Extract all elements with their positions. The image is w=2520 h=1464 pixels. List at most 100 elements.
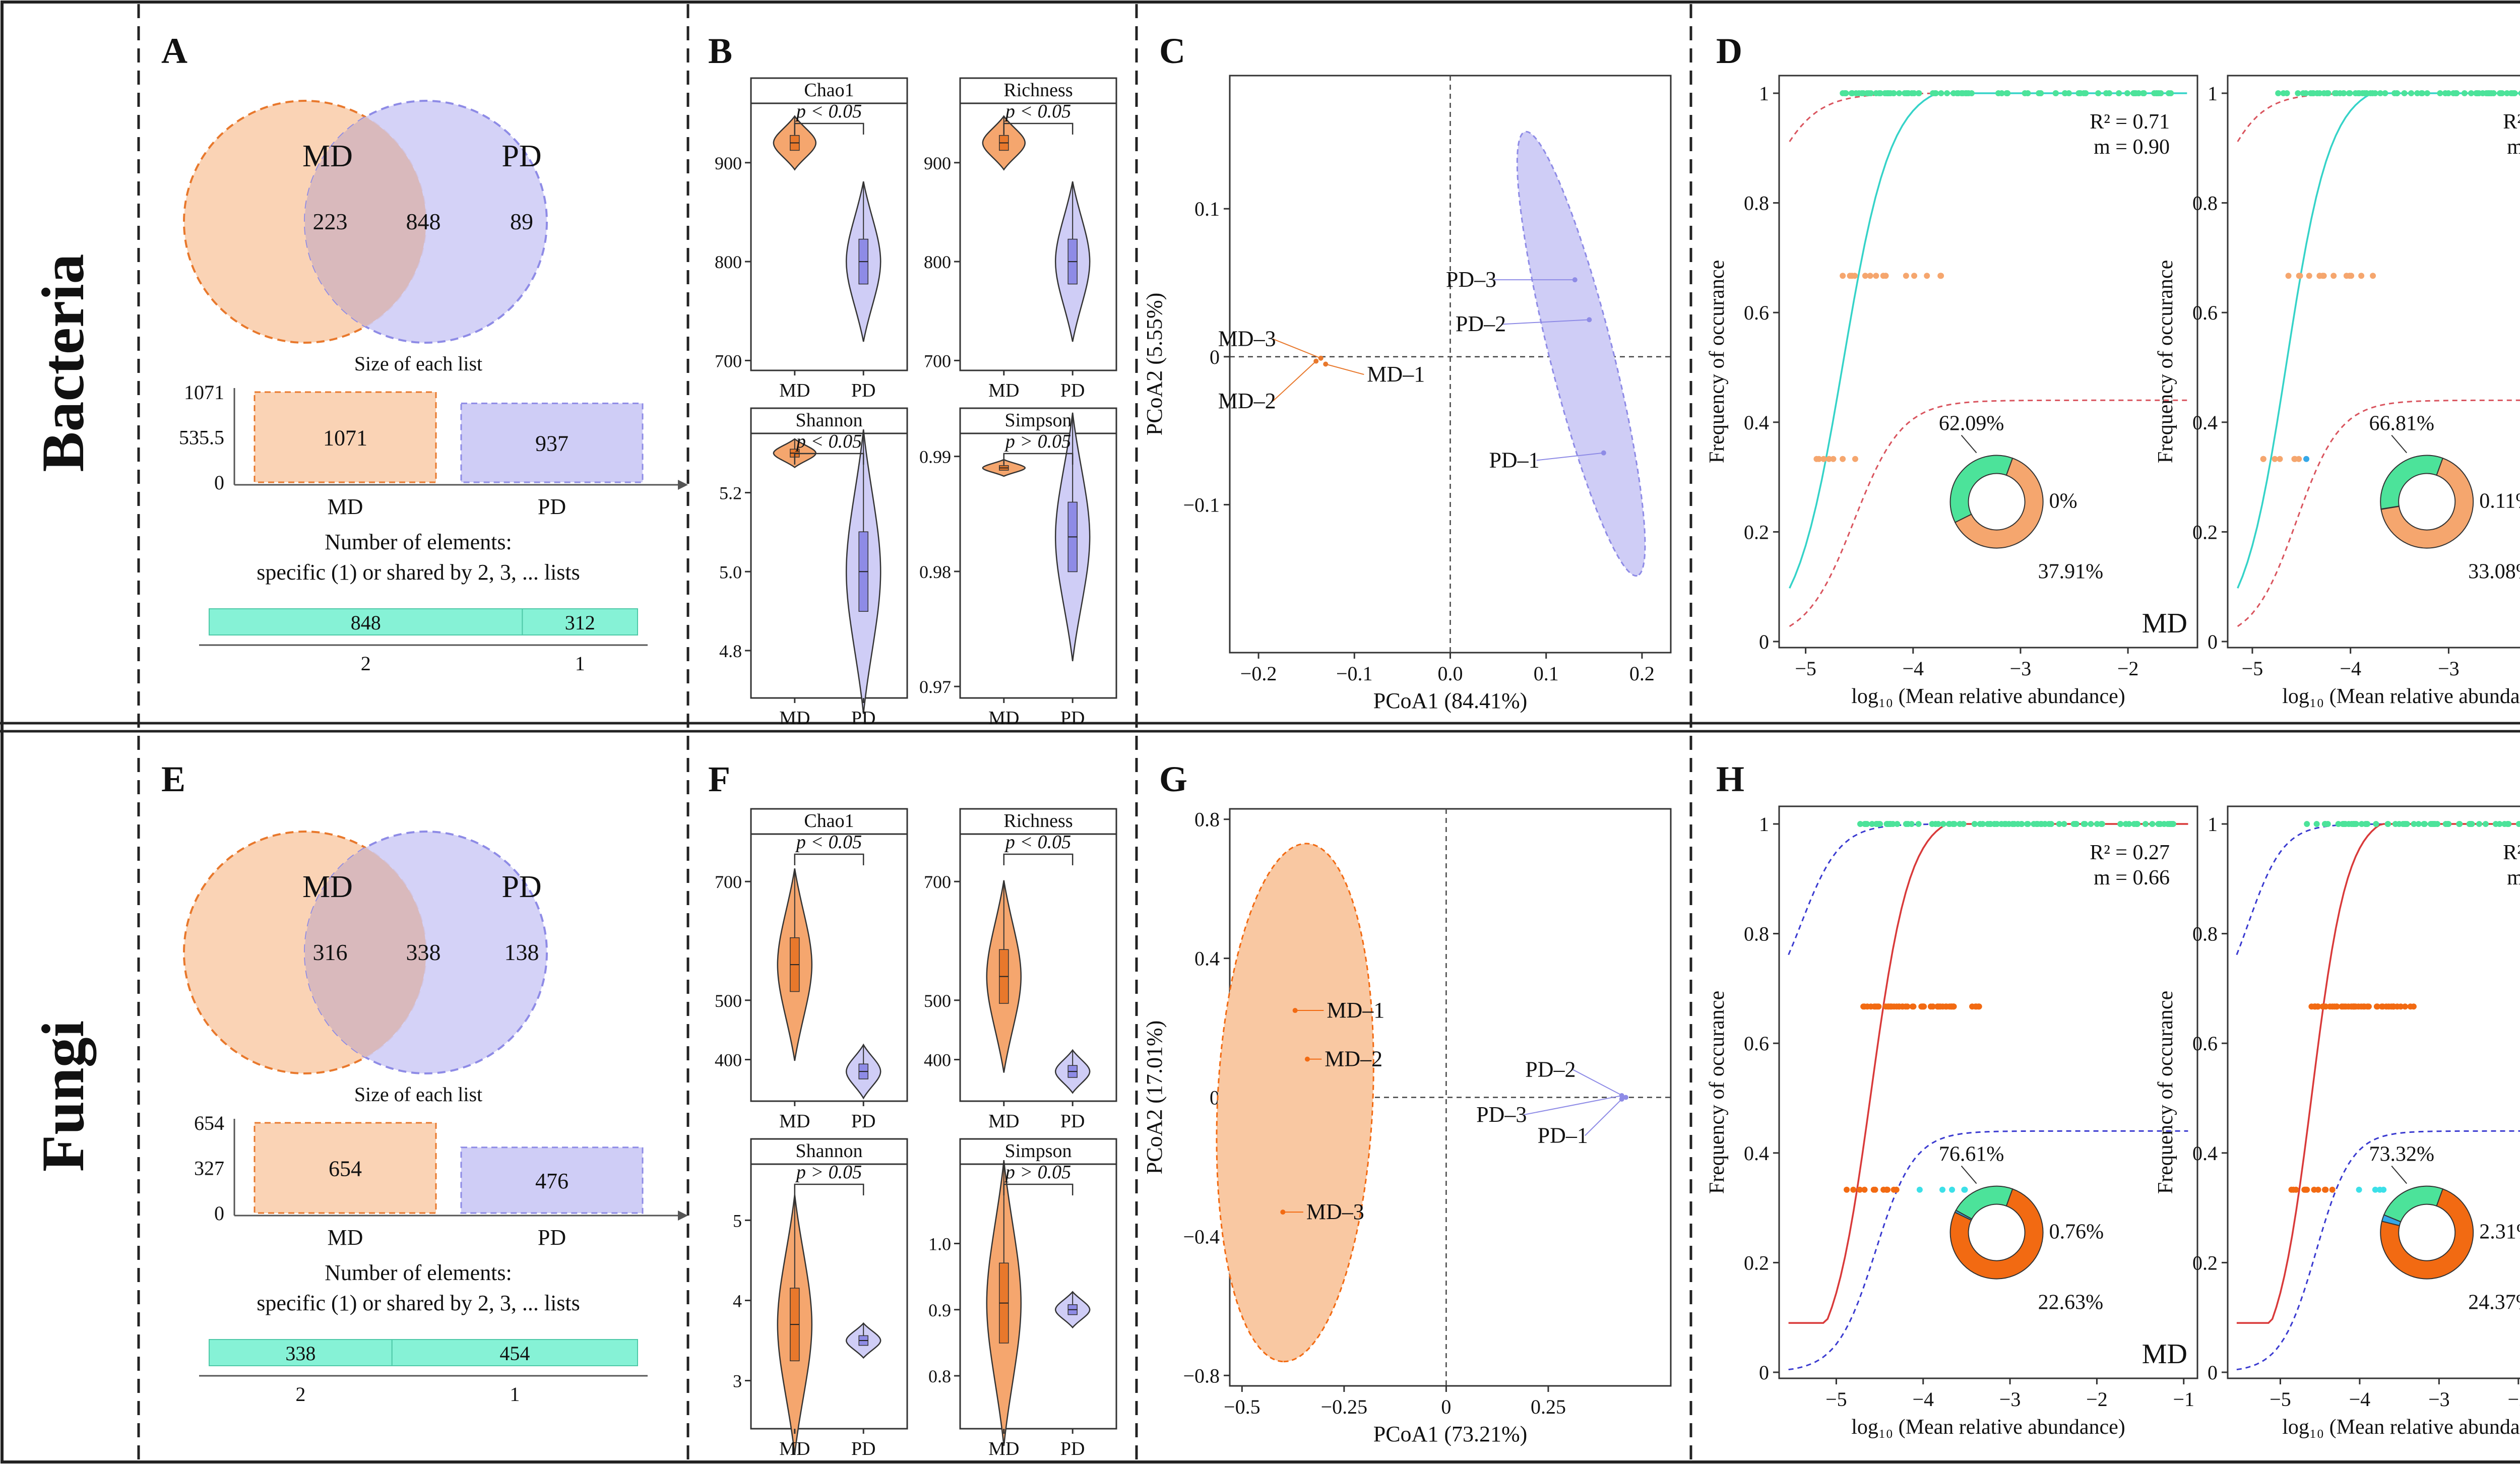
neutral-point <box>1860 90 1867 96</box>
neutral-y-axis-title: Frequency of occurance <box>2154 260 2177 463</box>
violin-x-label-md: MD <box>988 708 1019 729</box>
neutral-plot-area <box>1778 805 2198 1379</box>
neutral-point <box>1938 90 1944 96</box>
violin-plot-area <box>750 1163 908 1430</box>
neutral-point <box>1939 1003 1946 1010</box>
violin-y-tick-label: 5 <box>733 1211 742 1231</box>
elements-label-1: 1 <box>575 652 585 675</box>
violin-y-tick-label: 0.99 <box>919 447 951 467</box>
elements-bar-specific <box>522 608 638 635</box>
donut-label-left: 66.81% <box>2369 412 2434 435</box>
violin-y-tick-label: 0.9 <box>928 1300 951 1320</box>
violin-subplot-simpson: Simpson 0.97 0.98 0.99 p > 0.05 MD PD <box>919 407 1117 729</box>
neutral-point <box>2504 821 2511 827</box>
donut-label-right-top: 2.31% <box>2479 1221 2520 1244</box>
violin-x-label-pd: PD <box>851 1438 876 1459</box>
elements-bar-shared <box>209 1339 393 1366</box>
neutral-point <box>2082 821 2088 827</box>
donut-slice <box>1949 1188 2044 1280</box>
neutral-point <box>1919 1003 1926 1010</box>
violin-y-tick-label: 0.98 <box>919 562 951 582</box>
pcoa-y-tick-label: −0.8 <box>1183 1364 1220 1387</box>
neutral-point <box>1849 273 1855 279</box>
elements-title-line2: specific (1) or shared by 2, 3, ... list… <box>257 1291 580 1315</box>
pcoa-point-label: MD–1 <box>1327 998 1384 1023</box>
list-size-bar-pd <box>460 402 644 483</box>
neutral-point <box>2311 1186 2317 1193</box>
neutral-point <box>2024 821 2031 827</box>
neutral-point <box>1857 821 1863 827</box>
neutral-point <box>2393 90 2400 96</box>
neutral-point <box>2124 90 2130 96</box>
neutral-point <box>2402 1003 2408 1010</box>
list-size-bar-md <box>254 391 437 483</box>
pcoa-point-label: MD–3 <box>1306 1199 1364 1224</box>
violin-bracket <box>794 1183 864 1195</box>
neutral-point <box>1904 1003 1911 1010</box>
neutral-point <box>2444 821 2451 827</box>
neutral-point <box>1903 273 1909 279</box>
neutral-point <box>2031 821 2037 827</box>
neutral-plot-area <box>2227 805 2520 1379</box>
neutral-point <box>2169 821 2176 827</box>
neutral-point <box>1884 1186 1891 1193</box>
pcoa-ellipse-pd <box>1516 131 1646 577</box>
donut-slice <box>2380 1188 2474 1280</box>
neutral-point <box>2339 1003 2346 1010</box>
violin-strip-title: Shannon <box>796 1140 863 1162</box>
violin-y-tick-label: 4.8 <box>719 641 742 661</box>
violin-y-tick-label: 0.8 <box>928 1366 951 1386</box>
neutral-y-tick-label: 0.2 <box>1744 1251 1769 1274</box>
neutral-point <box>1843 90 1849 96</box>
neutral-x-axis-title: log₁₀ (Mean relative abundance) <box>2282 685 2520 708</box>
neutral-point <box>1853 90 1859 96</box>
pcoa-x-axis-title: PCoA1 (84.41%) <box>1373 688 1528 713</box>
donut-label-right-top: 0.11% <box>2479 490 2520 513</box>
neutral-point <box>2022 90 2028 96</box>
pcoa-y-tick-label: 0 <box>1210 346 1220 368</box>
list-size-bar-value: 476 <box>535 1169 569 1193</box>
neutral-x-tick-label: −4 <box>2349 1388 2371 1411</box>
neutral-point <box>2392 821 2399 827</box>
violin-x-label-md: MD <box>988 1111 1019 1132</box>
neutral-point <box>2295 90 2301 96</box>
violin-y-tick-label: 500 <box>715 991 742 1011</box>
neutral-point <box>2291 456 2298 462</box>
neutral-y-tick-label: 0.2 <box>2192 521 2218 543</box>
violin-y-tick-label: 5.2 <box>719 483 742 503</box>
neutral-point <box>2117 821 2124 827</box>
pcoa-leader-line <box>1273 338 1321 359</box>
pcoa-x-tick-label: 0.1 <box>1534 662 1559 685</box>
donut-slice <box>2383 1185 2444 1223</box>
neutral-m: m = 0.99 <box>2507 136 2520 159</box>
pcoa-point-label: MD–3 <box>1218 327 1276 351</box>
venn-label-pd: PD <box>501 139 541 173</box>
violin-y-tick-label: 0.97 <box>919 677 951 697</box>
neutral-point <box>2382 90 2388 96</box>
list-size-y-tick-label: 327 <box>194 1157 224 1180</box>
neutral-point-above <box>2303 456 2310 462</box>
violin-subplot-chao1: Chao1 400 500 700 p < 0.05 MD PD <box>715 808 908 1132</box>
pcoa-point <box>1292 1008 1298 1013</box>
elements-bar-specific <box>391 1339 638 1366</box>
violin-y-tick-label: 3 <box>733 1371 742 1391</box>
neutral-point <box>2098 821 2105 827</box>
donut-label-right-bottom: 24.37% <box>2468 1291 2520 1314</box>
pcoa-x-tick-label: 0 <box>1441 1395 1451 1418</box>
neutral-point <box>1909 90 1915 96</box>
venn-label-pd: PD <box>501 870 541 904</box>
pcoa-point-label: PD–3 <box>1446 267 1496 292</box>
neutral-point <box>2116 90 2122 96</box>
violin-y-tick-label: 400 <box>924 1050 951 1070</box>
panel-letter-c: C <box>1159 31 1185 71</box>
list-size-y-tick-label: 1071 <box>184 381 224 404</box>
neutral-point <box>2341 821 2347 827</box>
pcoa-point <box>1304 1056 1310 1062</box>
neutral-point <box>2325 90 2332 96</box>
neutral-point <box>1963 90 1969 96</box>
donut-leader <box>2391 434 2407 454</box>
neutral-point <box>1884 90 1891 96</box>
donut-label-right-bottom: 22.63% <box>2038 1291 2104 1314</box>
pcoa-x-tick-label: 0.0 <box>1438 662 1463 685</box>
elements-value-specific: 454 <box>499 1342 530 1365</box>
